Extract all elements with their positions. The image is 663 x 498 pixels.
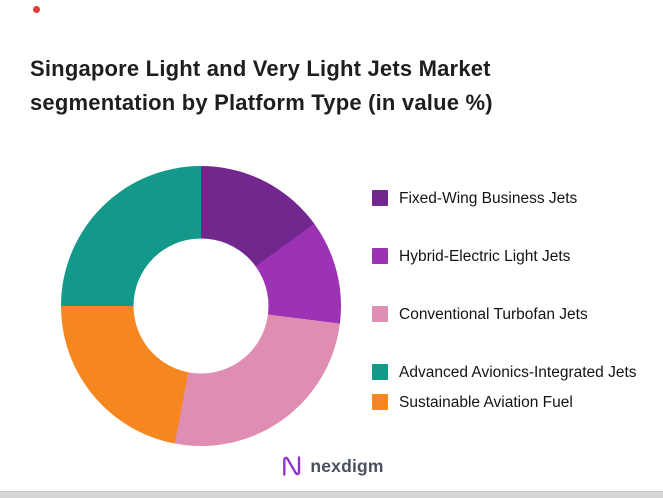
legend-color-swatch (372, 248, 388, 264)
legend-label: Advanced Avionics-Integrated Jets (399, 364, 637, 381)
donut-chart (61, 166, 341, 446)
chart-title-line-2: segmentation by Platform Type (in value … (30, 90, 493, 115)
legend-item: Advanced Avionics-Integrated Jets (372, 362, 647, 383)
legend-item: Sustainable Aviation Fuel (372, 392, 647, 413)
legend-label: Fixed-Wing Business Jets (399, 190, 578, 207)
chart-title: Singapore Light and Very Light Jets Mark… (30, 52, 493, 120)
brand-logo: nexdigm (279, 454, 383, 478)
legend-color-swatch (372, 394, 388, 410)
legend-label: Sustainable Aviation Fuel (399, 394, 573, 411)
legend-item: Hybrid-Electric Light Jets (372, 246, 647, 267)
legend-color-swatch (372, 364, 388, 380)
legend: Fixed-Wing Business Jets Hybrid-Electric… (372, 188, 647, 413)
red-dot-indicator (33, 6, 40, 13)
legend-color-swatch (372, 190, 388, 206)
chart-title-line-1: Singapore Light and Very Light Jets Mark… (30, 56, 491, 81)
bottom-edge-strip (0, 491, 663, 498)
legend-item: Fixed-Wing Business Jets (372, 188, 647, 209)
legend-label: Conventional Turbofan Jets (399, 306, 588, 323)
brand-name: nexdigm (310, 455, 384, 476)
legend-color-swatch (372, 306, 388, 322)
nexdigm-n-icon (282, 456, 300, 476)
donut-hole (133, 238, 269, 374)
legend-item: Conventional Turbofan Jets (372, 304, 647, 325)
legend-label: Hybrid-Electric Light Jets (399, 248, 571, 265)
